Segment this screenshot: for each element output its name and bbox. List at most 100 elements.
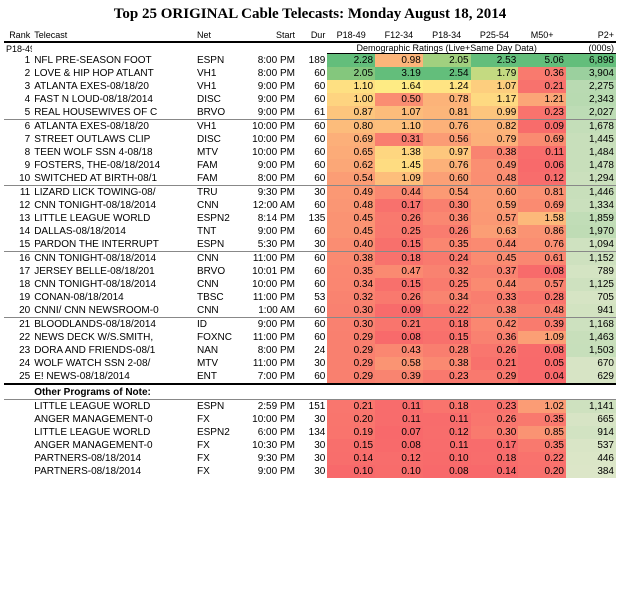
- cell: 9:30 PM: [238, 452, 297, 465]
- table-row: 25E! NEWS-08/18/2014ENT7:00 PM600.290.39…: [4, 370, 616, 384]
- cell: 1.00: [327, 93, 375, 106]
- cell: 0.10: [327, 465, 375, 478]
- cell: REAL HOUSEWIVES OF C: [32, 106, 195, 120]
- cell: 0.47: [375, 265, 423, 278]
- cell: 0.14: [327, 452, 375, 465]
- cell: 0.65: [327, 146, 375, 159]
- table-row: 22NEWS DECK W/S.SMITH,FOXNC11:00 PM600.2…: [4, 331, 616, 344]
- cell: LIZARD LICK TOWING-08/: [32, 186, 195, 200]
- table-row: ANGER MANAGEMENT-0FX10:00 PM300.200.110.…: [4, 413, 616, 426]
- cell: ESPN: [195, 54, 238, 68]
- cell: 1,152: [566, 252, 616, 266]
- cell: 16: [4, 252, 32, 266]
- cell: FOXNC: [195, 331, 238, 344]
- cell: 0.69: [518, 199, 566, 212]
- col-telecast: Telecast: [32, 29, 195, 42]
- table-row: 14DALLAS-08/18/2014TNT9:00 PM600.450.250…: [4, 225, 616, 238]
- cell: [4, 413, 32, 426]
- cell: 0.30: [423, 199, 471, 212]
- cell: 60: [297, 318, 327, 332]
- cell: 1.79: [471, 67, 519, 80]
- cell: 60: [297, 225, 327, 238]
- cell: 0.60: [423, 172, 471, 186]
- cell: 134: [297, 426, 327, 439]
- cell: 2.05: [327, 67, 375, 80]
- table-row: 24WOLF WATCH SSN 2-08/MTV11:00 PM300.290…: [4, 357, 616, 370]
- cell: 8:00 PM: [238, 344, 297, 357]
- cell: 0.78: [423, 93, 471, 106]
- cell: 60: [297, 93, 327, 106]
- cell: PARDON THE INTERRUPT: [32, 238, 195, 252]
- cell: 0.35: [327, 265, 375, 278]
- cell: 0.06: [518, 159, 566, 172]
- cell: 1,334: [566, 199, 616, 212]
- cell: 0.11: [423, 413, 471, 426]
- cell: 665: [566, 413, 616, 426]
- cell: 0.61: [518, 252, 566, 266]
- cell: 2.53: [471, 54, 519, 68]
- table-row: 4FAST N LOUD-08/18/2014DISC9:00 PM601.00…: [4, 93, 616, 106]
- cell: 5:30 PM: [238, 238, 297, 252]
- cell: 0.33: [471, 291, 519, 304]
- cell: 6,898: [566, 54, 616, 68]
- table-row: 16CNN TONIGHT-08/18/2014CNN11:00 PM600.3…: [4, 252, 616, 266]
- cell: 0.04: [518, 370, 566, 384]
- cell: 2,343: [566, 93, 616, 106]
- cell: DALLAS-08/18/2014: [32, 225, 195, 238]
- cell: FX: [195, 439, 238, 452]
- cell: 0.37: [471, 265, 519, 278]
- cell: 0.40: [327, 238, 375, 252]
- cell: 0.57: [471, 212, 519, 225]
- cell: 0.32: [327, 291, 375, 304]
- cell: 0.22: [518, 452, 566, 465]
- table-row: LITTLE LEAGUE WORLDESPN26:00 PM1340.190.…: [4, 426, 616, 439]
- cell: 1.45: [375, 159, 423, 172]
- cell: 0.20: [327, 413, 375, 426]
- cell: 0.29: [327, 370, 375, 384]
- cell: 0.54: [423, 186, 471, 200]
- cell: 2:59 PM: [238, 400, 297, 414]
- cell: 0.25: [423, 278, 471, 291]
- table-row: 18CNN TONIGHT-08/18/2014CNN10:00 PM600.3…: [4, 278, 616, 291]
- cell: CNN TONIGHT-08/18/2014: [32, 199, 195, 212]
- col-start: Start: [238, 29, 297, 42]
- col-m50: M50+: [518, 29, 566, 42]
- cell: CNN: [195, 304, 238, 318]
- cell: 0.09: [518, 120, 566, 134]
- cell: 1,094: [566, 238, 616, 252]
- cell: CNN TONIGHT-08/18/2014: [32, 252, 195, 266]
- cell: 0.36: [423, 212, 471, 225]
- table-row: 11LIZARD LICK TOWING-08/TRU9:30 PM300.49…: [4, 186, 616, 200]
- cell: 4: [4, 93, 32, 106]
- cell: [4, 465, 32, 478]
- table-row: 5REAL HOUSEWIVES OF CBRVO9:00 PM610.871.…: [4, 106, 616, 120]
- cell: CONAN-08/18/2014: [32, 291, 195, 304]
- cell: 0.48: [518, 304, 566, 318]
- cell: [4, 426, 32, 439]
- ratings-table: P18-49 Demographic Ratings (Live+Same Da…: [4, 29, 616, 478]
- cell: MTV: [195, 146, 238, 159]
- cell: 1,445: [566, 133, 616, 146]
- table-row: PARTNERS-08/18/2014FX9:30 PM300.140.120.…: [4, 452, 616, 465]
- cell: 0.97: [423, 146, 471, 159]
- cell: 30: [297, 465, 327, 478]
- cell: 0.80: [327, 120, 375, 134]
- cell: 60: [297, 370, 327, 384]
- cell: 30: [297, 452, 327, 465]
- table-row: 15PARDON THE INTERRUPTESPN5:30 PM300.400…: [4, 238, 616, 252]
- cell: 0.05: [518, 357, 566, 370]
- cell: 17: [4, 265, 32, 278]
- cell: 1,503: [566, 344, 616, 357]
- cell: JERSEY BELLE-08/18/201: [32, 265, 195, 278]
- cell: ESPN2: [195, 212, 238, 225]
- cell: 30: [297, 439, 327, 452]
- cell: 5.06: [518, 54, 566, 68]
- cell: 0.35: [518, 439, 566, 452]
- cell: 10:00 PM: [238, 146, 297, 159]
- cell: 1.09: [518, 331, 566, 344]
- cell: 0.86: [518, 225, 566, 238]
- cell: 0.62: [327, 159, 375, 172]
- cell: 0.99: [471, 106, 519, 120]
- cell: 0.81: [518, 186, 566, 200]
- cell: ATLANTA EXES-08/18/20: [32, 80, 195, 93]
